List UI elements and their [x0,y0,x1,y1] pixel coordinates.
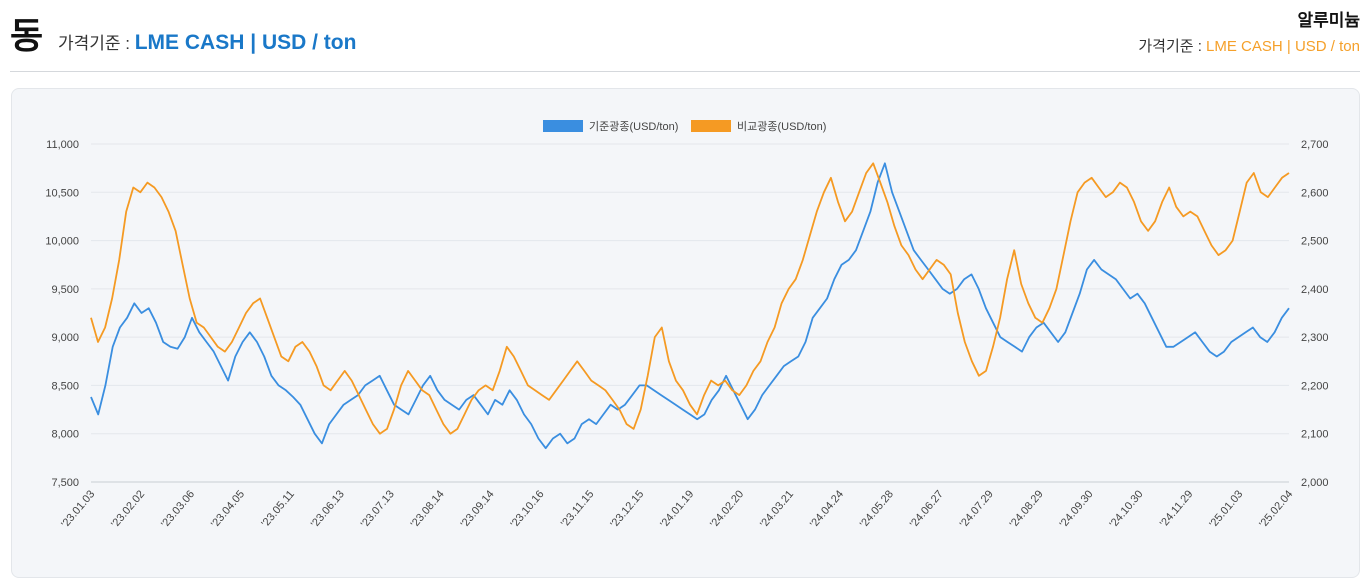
x-tick-label: '23.12.15 [608,488,646,530]
y-left-tick-label: 10,000 [45,236,79,248]
x-tick-label: '23.11.15 [559,488,597,530]
price-basis: 가격기준 : LME CASH | USD / ton [58,30,356,57]
x-tick-label: '23.05.11 [259,488,297,530]
x-tick-label: '25.01.03 [1207,488,1245,530]
y-right-tick-label: 2,700 [1301,139,1329,151]
x-tick-label: '23.10.16 [508,488,546,530]
y-right-tick-label: 2,200 [1301,380,1329,392]
x-tick-label: '24.11.29 [1158,488,1196,530]
compare-basis-label: 가격기준 : [1138,38,1207,55]
x-tick-label: '24.10.30 [1107,488,1145,530]
x-tick-label: '23.09.14 [459,488,497,530]
x-tick-label: '23.07.13 [359,488,397,530]
y-right-tick-label: 2,500 [1301,236,1329,248]
y-right-tick-label: 2,100 [1301,429,1329,441]
compare-basis-value: LME CASH | USD / ton [1206,38,1360,55]
price-basis-label: 가격기준 : [58,34,135,53]
y-left-tick-label: 11,000 [46,139,79,151]
y-right-tick-label: 2,400 [1301,284,1329,296]
page-header: 동 가격기준 : LME CASH | USD / ton 알루미늄 가격기준 … [0,0,1368,72]
compare-metal-info: 알루미늄 가격기준 : LME CASH | USD / ton [1138,8,1360,60]
x-tick-label: '23.01.03 [59,488,97,530]
compare-price-basis: 가격기준 : LME CASH | USD / ton [1138,34,1360,60]
metal-title: 동 [10,15,44,56]
header-divider [10,71,1360,72]
y-left-tick-label: 9,000 [51,332,79,344]
x-tick-label: '24.01.19 [658,488,696,530]
series-line-base-metal [90,162,1290,450]
y-right-tick-label: 2,000 [1301,477,1329,489]
x-tick-label: '23.04.05 [209,488,247,530]
legend-swatch[interactable] [691,120,731,132]
y-left-tick-label: 7,500 [51,477,79,489]
y-right-tick-label: 2,300 [1301,332,1329,344]
legend-swatch[interactable] [543,120,583,132]
x-tick-label: '24.02.20 [708,488,746,530]
compare-metal-title: 알루미늄 [1297,11,1360,30]
chart-panel: 7,500 8,000 8,500 9,000 9,500 10,000 10,500 11,… [11,88,1360,578]
x-tick-label: '24.07.29 [958,488,996,530]
x-tick-label: '24.08.29 [1008,488,1046,530]
x-tick-label: '23.03.06 [159,488,197,530]
y-left-tick-label: 8,500 [51,380,79,392]
series-line-compare-metal [90,162,1290,435]
y-left-tick-label: 9,500 [51,284,79,296]
x-tick-label: '24.06.27 [908,488,946,530]
legend-label[interactable]: 비교광종(USD/ton) [737,120,826,133]
x-tick-label: '24.03.21 [758,488,796,530]
y-right-tick-label: 2,600 [1301,187,1329,199]
x-tick-label: '23.06.13 [309,488,347,530]
x-tick-label: '24.05.28 [858,488,896,530]
x-tick-label: '24.09.30 [1058,488,1096,530]
price-chart: 7,500 8,000 8,500 9,000 9,500 10,000 10,500 11,… [45,120,1329,530]
price-basis-value: LME CASH | USD / ton [134,31,357,54]
x-tick-label: '23.02.02 [109,488,147,530]
x-tick-label: '24.04.24 [808,488,846,530]
x-tick-label: '23.08.14 [409,488,447,530]
y-left-tick-label: 8,000 [51,429,79,441]
legend-label[interactable]: 기준광종(USD/ton) [589,120,678,133]
x-tick-label: '25.02.04 [1257,488,1295,530]
y-left-tick-label: 10,500 [45,187,79,199]
